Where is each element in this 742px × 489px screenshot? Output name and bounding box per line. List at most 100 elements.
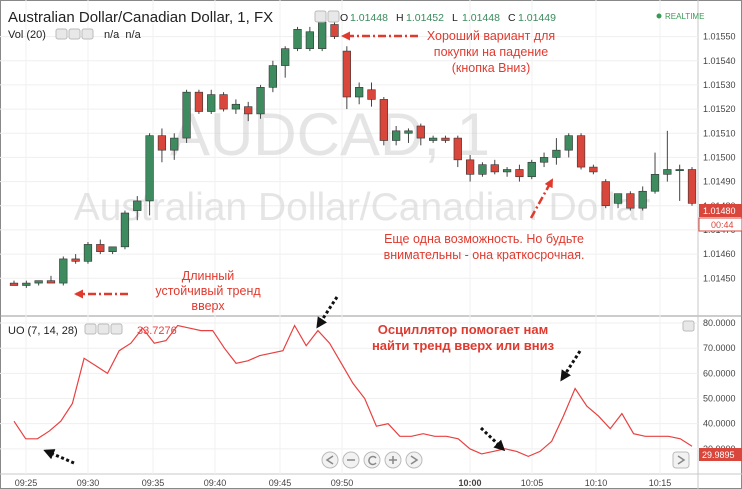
time-tick-label: 10:15 xyxy=(649,478,672,488)
candle xyxy=(367,82,376,107)
scroll-right-button[interactable] xyxy=(405,451,423,469)
candle xyxy=(207,89,216,114)
chevron-left-icon xyxy=(325,455,334,465)
last-price-badge xyxy=(699,204,742,217)
candle xyxy=(108,246,117,255)
candle xyxy=(194,89,204,114)
candle xyxy=(96,239,105,255)
osc-arrow-bottom xyxy=(479,426,506,452)
reset-icon xyxy=(368,455,377,466)
candle xyxy=(552,138,561,165)
time-tick-label: 10:10 xyxy=(585,478,608,488)
osc-tick-label: 60.0000 xyxy=(703,368,736,378)
candlestick-series xyxy=(9,17,697,288)
candle xyxy=(268,60,277,93)
osc-eye-icon[interactable] xyxy=(84,323,97,335)
candle xyxy=(515,164,524,182)
annotation-line: найти тренд вверх или вниз xyxy=(372,338,555,353)
candle-body xyxy=(576,135,586,168)
candle-body xyxy=(613,193,623,204)
candle-body xyxy=(687,169,697,204)
ohlc-key: O xyxy=(340,12,348,24)
vol-values: n/a n/a xyxy=(104,29,142,41)
annotation-line: вверх xyxy=(191,299,225,313)
go-to-latest-button[interactable] xyxy=(672,451,690,469)
candle xyxy=(416,123,425,146)
candle-body xyxy=(416,125,425,139)
osc-value-badge xyxy=(699,448,742,461)
candle-body xyxy=(96,244,105,252)
countdown-value: 00:44 xyxy=(711,220,734,230)
candle xyxy=(502,167,512,177)
vol-settings-icon[interactable] xyxy=(68,28,81,40)
candle-body xyxy=(515,169,524,178)
osc-settings-icon[interactable] xyxy=(97,323,110,335)
candle xyxy=(231,99,241,114)
ohlc-value: 1.01452 xyxy=(406,12,444,24)
time-tick-label: 09:35 xyxy=(142,478,165,488)
candle xyxy=(355,82,364,105)
candle xyxy=(478,162,487,177)
candle-body xyxy=(453,137,462,161)
price-tick-label: 1.01460 xyxy=(703,249,736,259)
candle xyxy=(34,280,43,286)
vol-close-icon[interactable] xyxy=(81,28,94,40)
uo-line xyxy=(13,324,693,458)
osc-value: 33.7276 xyxy=(137,325,177,337)
candle-body xyxy=(465,159,475,175)
candle-body xyxy=(133,200,142,211)
candle-body xyxy=(626,193,635,209)
candle xyxy=(9,280,19,286)
annotation-line: Осциллятор помогает нам xyxy=(378,322,549,337)
plus-icon xyxy=(389,456,397,464)
candle xyxy=(157,128,167,163)
candle xyxy=(182,89,191,143)
price-axis: 1.014501.014601.014701.014801.014901.015… xyxy=(703,32,736,284)
candle-body xyxy=(429,137,438,141)
candle-body xyxy=(207,94,216,112)
annotation-sell-signal: Хороший вариант для покупки на падение (кн… xyxy=(427,29,555,75)
candle-body xyxy=(108,246,117,252)
time-tick-label: 09:50 xyxy=(331,478,354,488)
candle-body xyxy=(293,29,302,49)
settings-icon[interactable] xyxy=(327,10,340,23)
time-grid xyxy=(25,0,661,474)
candle xyxy=(601,179,610,209)
candle xyxy=(589,164,598,175)
eye-icon[interactable] xyxy=(314,10,327,23)
watermark-symbol: AUDCAD, 1 xyxy=(170,101,490,168)
candle-body xyxy=(83,244,93,262)
realtime-dot-icon xyxy=(656,13,662,19)
osc-arrow-peak xyxy=(316,296,339,329)
annotation-line: покупки на падение xyxy=(434,45,548,59)
candle-body xyxy=(342,50,351,98)
candle-body xyxy=(34,280,43,284)
osc-close-icon[interactable] xyxy=(110,323,123,335)
scroll-left-button[interactable] xyxy=(321,451,339,469)
annotation-line: Еще одна возможность. Но будьте xyxy=(384,232,584,246)
chevron-right-icon xyxy=(677,455,686,465)
annotation-long-trend: Длинный устойчивый тренд вверх xyxy=(155,269,261,313)
reset-button[interactable] xyxy=(363,451,381,469)
candle-body xyxy=(379,99,388,141)
time-tick-label: 09:30 xyxy=(77,478,100,488)
annotation-line: Длинный xyxy=(182,269,235,283)
ohlc-key: H xyxy=(396,12,404,24)
candle xyxy=(145,133,154,216)
pane-maximize-icon[interactable] xyxy=(682,320,695,332)
candle-body xyxy=(539,157,549,163)
candle xyxy=(219,92,228,112)
candle-body xyxy=(71,258,80,262)
candle-body xyxy=(650,174,660,192)
candle-body xyxy=(441,137,450,141)
price-tick-label: 1.01490 xyxy=(703,177,736,187)
vol-eye-icon[interactable] xyxy=(55,28,68,40)
osc-axis: 30.000040.000050.000060.000070.000080.00… xyxy=(703,318,736,454)
candle xyxy=(638,186,647,211)
candle xyxy=(613,193,623,209)
price-tick-label: 1.01520 xyxy=(703,104,736,114)
realtime-label: REALTIME xyxy=(665,12,704,21)
price-tick-label: 1.01540 xyxy=(703,56,736,66)
price-tick-label: 1.01550 xyxy=(703,32,736,42)
candle xyxy=(71,254,80,264)
